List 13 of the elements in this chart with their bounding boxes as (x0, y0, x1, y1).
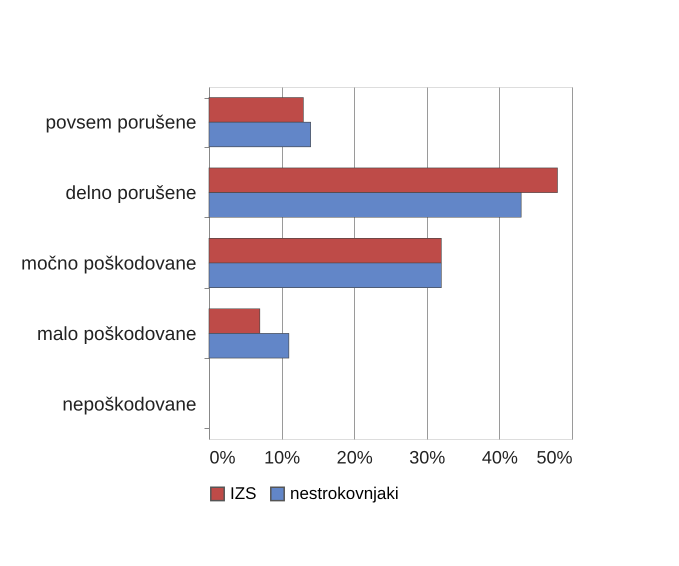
x-tick-label: 40% (482, 448, 518, 468)
x-tick-label: 30% (409, 448, 446, 468)
y-tick-label: nepoškodovane (62, 394, 196, 416)
y-tick-label: delno porušene (66, 183, 196, 204)
y-tick-label: močno poškodovane (21, 254, 196, 274)
y-tick-label: malo poškodovane (37, 324, 196, 345)
y-tick-label: povsem porušene (45, 112, 196, 134)
x-tick-label: 20% (336, 448, 373, 468)
x-tick-label: 0% (210, 448, 236, 468)
legend-label: IZS (230, 484, 256, 503)
x-tick-label: 10% (264, 448, 300, 468)
x-tick-label: 50% (536, 448, 572, 468)
legend-label: nestrokovnjaki (290, 484, 399, 503)
